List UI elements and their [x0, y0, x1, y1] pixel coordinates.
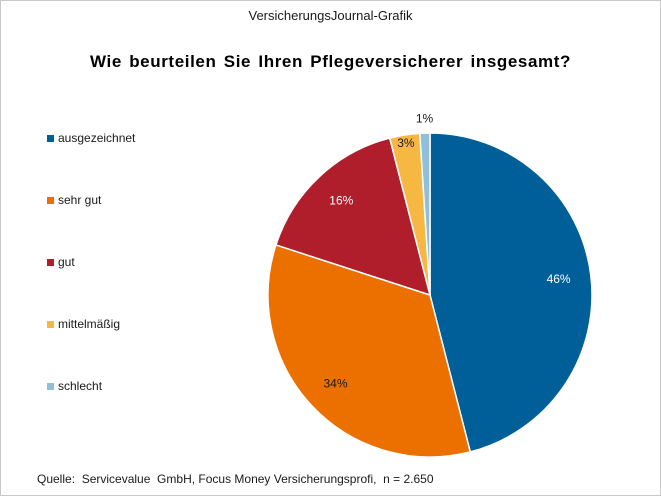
slice-value-label: 16% [329, 194, 353, 208]
legend-label: sehr gut [58, 193, 102, 207]
legend-item: gut [47, 254, 75, 270]
pie-slice [274, 137, 432, 297]
legend-label: gut [58, 255, 75, 269]
pie-slice [429, 132, 593, 453]
slice-value-label: 1% [416, 112, 434, 126]
legend-item: schlecht [47, 378, 102, 394]
legend-swatch [47, 320, 54, 328]
legend-item: mittelmäßig [47, 316, 120, 332]
chart-title: Wie beurteilen Sie Ihren Pflegeversicher… [90, 52, 571, 71]
chart-header: VersicherungsJournal-Grafik [248, 8, 413, 23]
slice-value-label: 46% [547, 272, 571, 286]
pie-slice [267, 243, 472, 458]
legend-swatch [47, 196, 54, 204]
source-note: Quelle: Servicevalue GmbH, Focus Money V… [37, 472, 434, 486]
legend-item: sehr gut [47, 192, 101, 208]
legend-swatch [47, 258, 54, 266]
legend-swatch [47, 382, 54, 390]
slice-value-label: 3% [397, 136, 415, 150]
slice-value-label: 34% [323, 377, 347, 391]
legend-label: schlecht [58, 379, 103, 393]
pie-slice [419, 132, 431, 296]
legend-item: ausgezeichnet [47, 130, 135, 146]
legend-label: mittelmäßig [58, 317, 121, 331]
legend-label: ausgezeichnet [58, 131, 136, 145]
legend-swatch [47, 134, 54, 142]
